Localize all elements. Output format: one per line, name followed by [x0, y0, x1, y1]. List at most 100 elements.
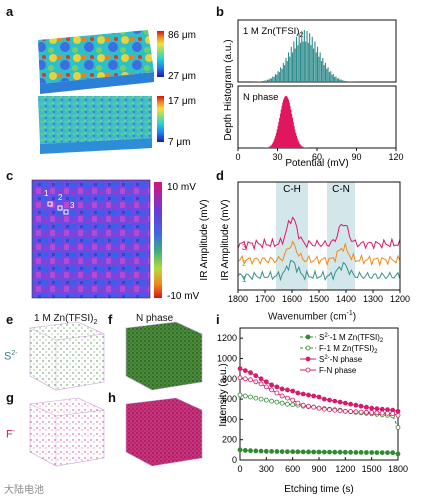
b-top-bar — [259, 81, 261, 82]
i-point — [348, 449, 354, 455]
panel-label-g: g — [6, 390, 14, 405]
panel-label-c: c — [6, 168, 14, 183]
b-top-bar — [335, 76, 337, 82]
b-xlabel: Potential (mV) — [285, 158, 348, 168]
cube-e — [29, 321, 105, 391]
b-top-bar — [343, 80, 345, 82]
b-bottom-bar — [290, 113, 293, 148]
i-point — [353, 402, 359, 408]
i-ytick-label: 600 — [222, 394, 237, 404]
b-top-bar — [286, 61, 288, 82]
i-xtick-label: 600 — [285, 464, 300, 474]
i-point — [321, 396, 327, 402]
b-bottom-bar — [285, 96, 287, 148]
i-point — [353, 409, 359, 415]
i-legend-label: S2--N phase — [319, 355, 363, 364]
i-point — [269, 382, 274, 388]
i-point — [379, 406, 385, 412]
b-top-bar — [303, 30, 305, 82]
b-bottom-bar — [270, 145, 272, 148]
b-bottom-bar — [281, 106, 283, 148]
b-top-bar — [263, 81, 265, 82]
panel-c-figure: 1 2 3 10 mV -10 mV IR Amplitude (mV) — [31, 179, 210, 302]
d-xtick-label: 1300 — [363, 294, 383, 304]
b-top-bar — [344, 81, 346, 82]
cbar-bottom-min: 7 μm — [168, 137, 190, 148]
b-bottom-bar — [290, 109, 292, 148]
surface-3d-bottom — [38, 96, 152, 154]
i-point — [306, 392, 311, 398]
b-bottom-bar — [288, 102, 290, 148]
i-point — [348, 401, 354, 407]
b-top-histogram — [251, 30, 361, 82]
i-point — [258, 376, 264, 382]
i-point — [321, 406, 327, 412]
b-top-bar — [302, 41, 304, 82]
i-xtick-label: 1200 — [335, 464, 355, 474]
b-bottom-bar — [275, 135, 277, 148]
c-cbar-min: -10 mV — [167, 291, 200, 302]
i-point — [306, 403, 311, 409]
i-legend-label: F-N phase — [319, 366, 357, 375]
i-point — [258, 396, 264, 402]
b-top-bar — [330, 71, 332, 82]
b-bottom-bar — [302, 146, 304, 148]
i-point — [395, 408, 401, 414]
b-bottom-bar — [296, 138, 298, 148]
b-top-bar — [289, 56, 291, 82]
i-point — [253, 379, 259, 385]
efgh-col1-title: 1 M Zn(TFSI)2 — [34, 313, 98, 326]
i-point — [316, 405, 322, 411]
d-xtick-label: 1200 — [390, 294, 410, 304]
i-point — [300, 449, 306, 455]
d-band-ch-label: C-H — [283, 184, 301, 195]
i-point — [242, 376, 248, 382]
b-top-bar — [280, 67, 282, 82]
b-top-bar — [278, 72, 280, 82]
b-top-bar — [265, 80, 267, 82]
i-point — [300, 391, 306, 397]
b-bottom-bar — [303, 147, 305, 148]
b-ylabel: Depth Histogram (a.u.) — [223, 39, 234, 140]
i-legend-label: S2--1 M Zn(TFSI)2 — [319, 333, 384, 344]
b-bottom-bar — [272, 143, 274, 148]
b-bottom-bar — [300, 145, 302, 148]
i-point — [337, 399, 343, 405]
i-point — [363, 450, 369, 455]
b-top-bar — [331, 74, 333, 82]
b-top-bar — [276, 74, 278, 82]
i-xtick-label: 900 — [311, 464, 326, 474]
i-point — [253, 448, 259, 454]
i-point — [321, 449, 327, 455]
watermark: 大陆电池 — [4, 485, 44, 496]
i-point — [274, 399, 280, 405]
i-point — [342, 449, 348, 455]
i-ytick-label: 200 — [222, 435, 237, 445]
i-xtick-label: 1500 — [362, 464, 382, 474]
b-bottom-bar — [301, 146, 303, 148]
b-bottom-bar — [269, 146, 271, 148]
b-bottom-bar — [268, 147, 270, 148]
b-xtick-label: 120 — [388, 152, 403, 162]
cube-g — [29, 397, 105, 467]
b-bottom-bar — [273, 140, 275, 148]
b-top-bar — [332, 74, 334, 82]
b-bottom-bar — [294, 129, 296, 148]
i-point — [290, 397, 296, 403]
b-bottom-bar — [282, 102, 284, 148]
i-point — [285, 401, 290, 407]
b-top-bar — [270, 78, 272, 82]
i-xtick-label: 0 — [237, 464, 242, 474]
b-top-bar — [328, 72, 330, 82]
i-point — [316, 394, 322, 400]
b-top-bar — [326, 68, 328, 82]
b-top-bar — [299, 42, 301, 82]
b-top-bar — [334, 76, 336, 82]
i-point — [295, 390, 301, 396]
b-top-bar — [310, 45, 312, 82]
cube-f — [125, 321, 203, 391]
b-top-bar — [307, 42, 309, 82]
i-point — [332, 407, 338, 413]
b-xtick-label: 0 — [235, 152, 240, 162]
panel-label-d: d — [216, 168, 224, 183]
